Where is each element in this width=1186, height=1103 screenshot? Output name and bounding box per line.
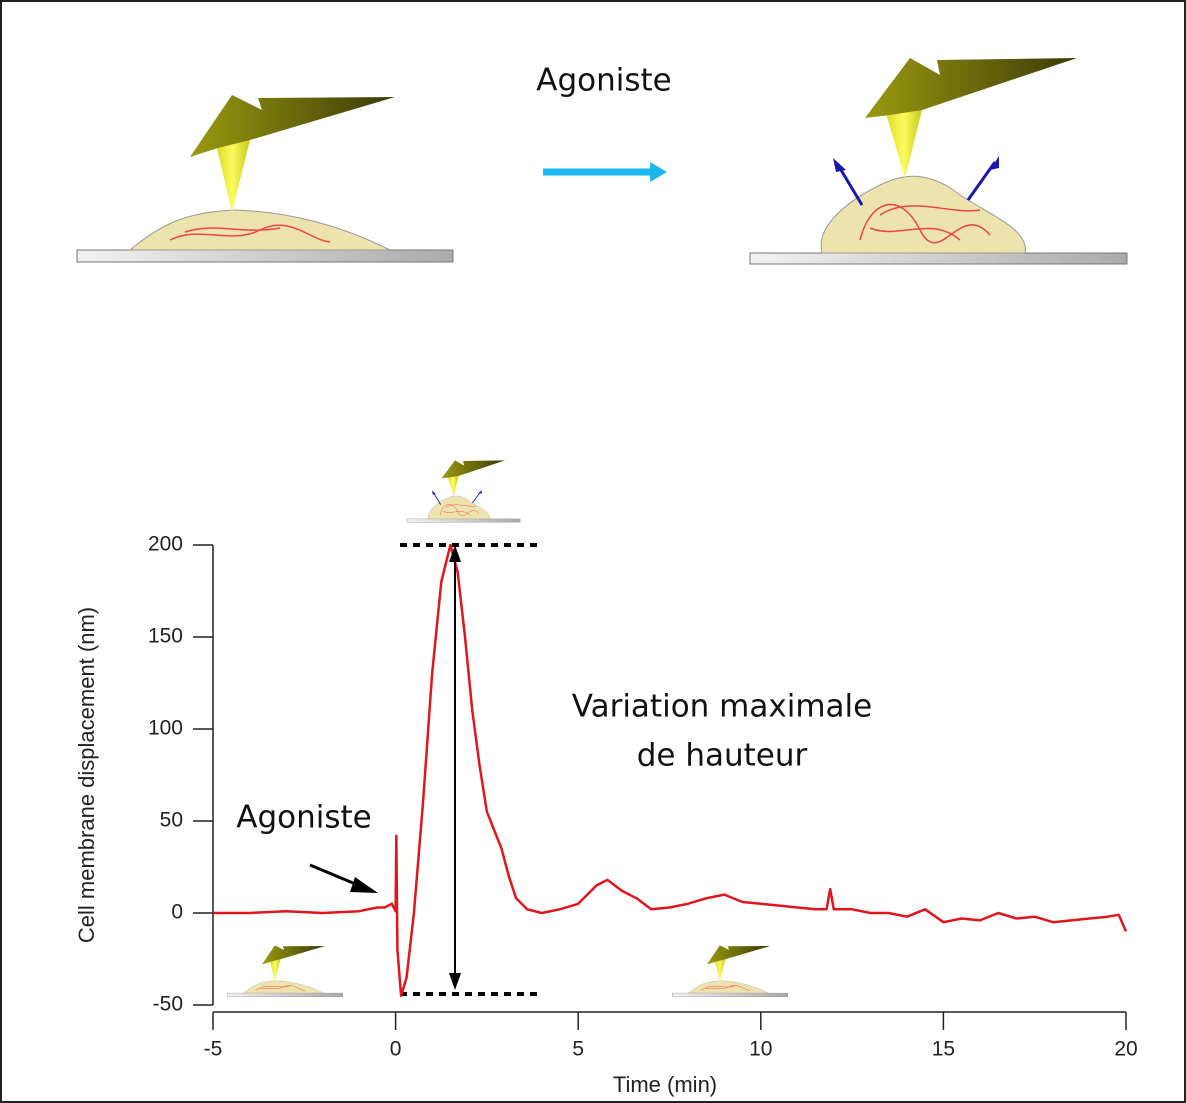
x-tick-label: 10 — [749, 1038, 772, 1061]
top-label: Agoniste — [536, 63, 672, 99]
annotation: Agoniste — [236, 800, 372, 836]
y-tick-label: 200 — [148, 533, 183, 556]
x-tick-label: 5 — [572, 1038, 584, 1061]
y-tick-label: -50 — [153, 993, 183, 1016]
figure: Agoniste Agoniste Variation maximale de … — [0, 0, 1186, 1103]
y-tick-label: 50 — [160, 809, 183, 832]
x-tick-label: 20 — [1114, 1038, 1137, 1061]
x-axis-label: Time (min) — [613, 1072, 717, 1097]
x-tick-label: 15 — [932, 1038, 955, 1061]
y-tick-label: 0 — [171, 901, 183, 924]
y-axis-label: Cell membrane displacement (nm) — [74, 607, 99, 943]
annotation: de hauteur — [637, 738, 808, 774]
y-tick-label: 150 — [148, 625, 183, 648]
x-tick-label: 0 — [390, 1038, 402, 1061]
annotation: Variation maximale — [572, 689, 872, 725]
x-tick-label: -5 — [204, 1038, 223, 1061]
y-tick-label: 100 — [148, 717, 183, 740]
